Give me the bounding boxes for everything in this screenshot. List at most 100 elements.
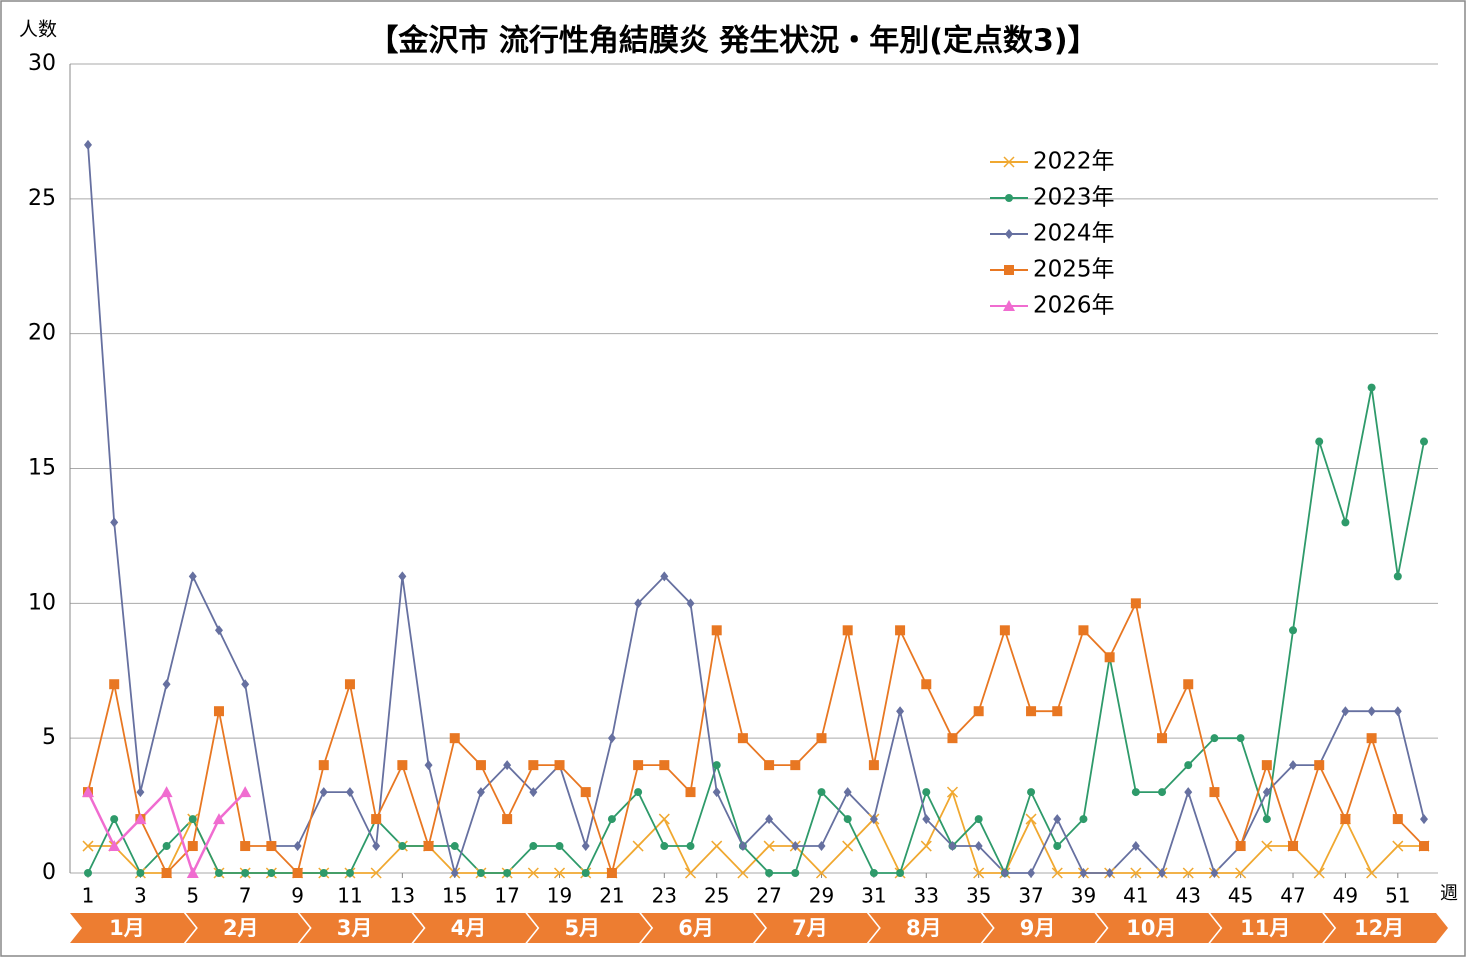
data-point	[1393, 572, 1402, 581]
data-point	[1079, 868, 1088, 878]
data-point	[1420, 814, 1428, 825]
data-point	[553, 867, 566, 879]
data-point	[816, 733, 827, 744]
month-label: 12月	[1354, 916, 1404, 940]
series-line	[87, 600, 1425, 877]
data-point	[791, 869, 800, 877]
data-point	[162, 679, 171, 690]
data-point	[685, 787, 696, 798]
data-point	[188, 815, 197, 824]
data-point	[920, 840, 932, 852]
month-band	[641, 913, 765, 943]
x-tick-label: 23	[652, 884, 677, 908]
month-band	[755, 913, 879, 943]
data-point	[1130, 598, 1141, 609]
x-tick-label: 27	[756, 884, 781, 908]
data-point	[319, 869, 328, 877]
data-point	[372, 841, 381, 852]
x-tick-label: 21	[599, 884, 624, 908]
data-point	[450, 842, 459, 851]
data-point	[1184, 761, 1193, 770]
data-point	[370, 867, 382, 879]
data-point	[345, 787, 354, 798]
data-point	[1288, 841, 1299, 852]
month-band	[70, 913, 196, 943]
data-point	[815, 867, 828, 879]
data-point	[790, 760, 801, 771]
data-point	[266, 841, 277, 852]
data-point	[398, 842, 407, 851]
data-point	[581, 841, 590, 852]
x-tick-label: 31	[861, 884, 886, 908]
data-point	[1341, 518, 1350, 527]
data-point	[1131, 841, 1140, 852]
legend-marker	[1004, 265, 1014, 275]
x-tick-label: 7	[239, 884, 252, 908]
x-tick-label: 9	[291, 884, 304, 908]
data-point	[684, 867, 697, 879]
data-point	[712, 761, 721, 770]
data-point	[503, 760, 512, 771]
data-point	[528, 760, 539, 771]
legend-label: 2024年	[1033, 221, 1115, 247]
data-point	[868, 760, 879, 771]
data-point	[397, 760, 408, 771]
data-point	[1261, 840, 1273, 852]
data-point	[1340, 814, 1351, 825]
y-tick-label: 25	[28, 186, 56, 211]
data-point	[502, 814, 513, 825]
x-tick-label: 5	[186, 884, 199, 908]
data-point	[345, 869, 354, 877]
data-point	[293, 841, 302, 852]
data-point	[82, 840, 94, 852]
x-tick-label: 17	[494, 884, 519, 908]
data-point	[1182, 867, 1194, 879]
data-point	[946, 786, 959, 798]
month-label: 4月	[451, 916, 487, 940]
month-label: 5月	[564, 916, 600, 940]
x-tick-label: 29	[809, 884, 834, 908]
data-point	[136, 869, 145, 877]
data-point	[947, 733, 958, 744]
data-point	[84, 139, 92, 150]
data-point	[423, 841, 434, 852]
data-point	[1366, 733, 1377, 744]
data-point	[529, 787, 538, 798]
data-point	[344, 679, 355, 690]
data-point	[188, 571, 197, 582]
data-point	[581, 869, 590, 877]
data-point	[1026, 706, 1037, 717]
data-point	[973, 867, 985, 879]
data-point	[634, 598, 643, 609]
month-band	[1324, 913, 1448, 943]
data-point	[973, 706, 984, 717]
legend-label: 2026年	[1033, 293, 1115, 319]
data-point	[136, 787, 145, 798]
data-point	[843, 787, 852, 798]
data-point	[896, 706, 905, 717]
data-point	[686, 598, 695, 609]
data-point	[319, 787, 328, 798]
x-tick-label: 19	[547, 884, 572, 908]
data-point	[1289, 760, 1298, 771]
data-point	[1367, 383, 1376, 392]
data-point	[1131, 788, 1140, 797]
data-point	[212, 813, 225, 825]
month-label: 11月	[1240, 916, 1290, 940]
x-tick-label: 13	[390, 884, 415, 908]
data-point	[1420, 437, 1428, 446]
data-point	[1184, 787, 1193, 798]
data-point	[371, 814, 382, 825]
legend-marker	[1003, 300, 1015, 311]
data-point	[1000, 868, 1009, 878]
data-point	[1393, 706, 1402, 717]
x-tick-label: 35	[966, 884, 991, 908]
data-point	[1053, 842, 1062, 851]
data-point	[187, 841, 198, 852]
data-point	[108, 840, 121, 852]
data-point	[817, 841, 826, 852]
data-point	[1078, 625, 1089, 636]
month-label: 7月	[792, 916, 828, 940]
x-tick-label: 3	[134, 884, 147, 908]
data-point	[607, 733, 616, 744]
